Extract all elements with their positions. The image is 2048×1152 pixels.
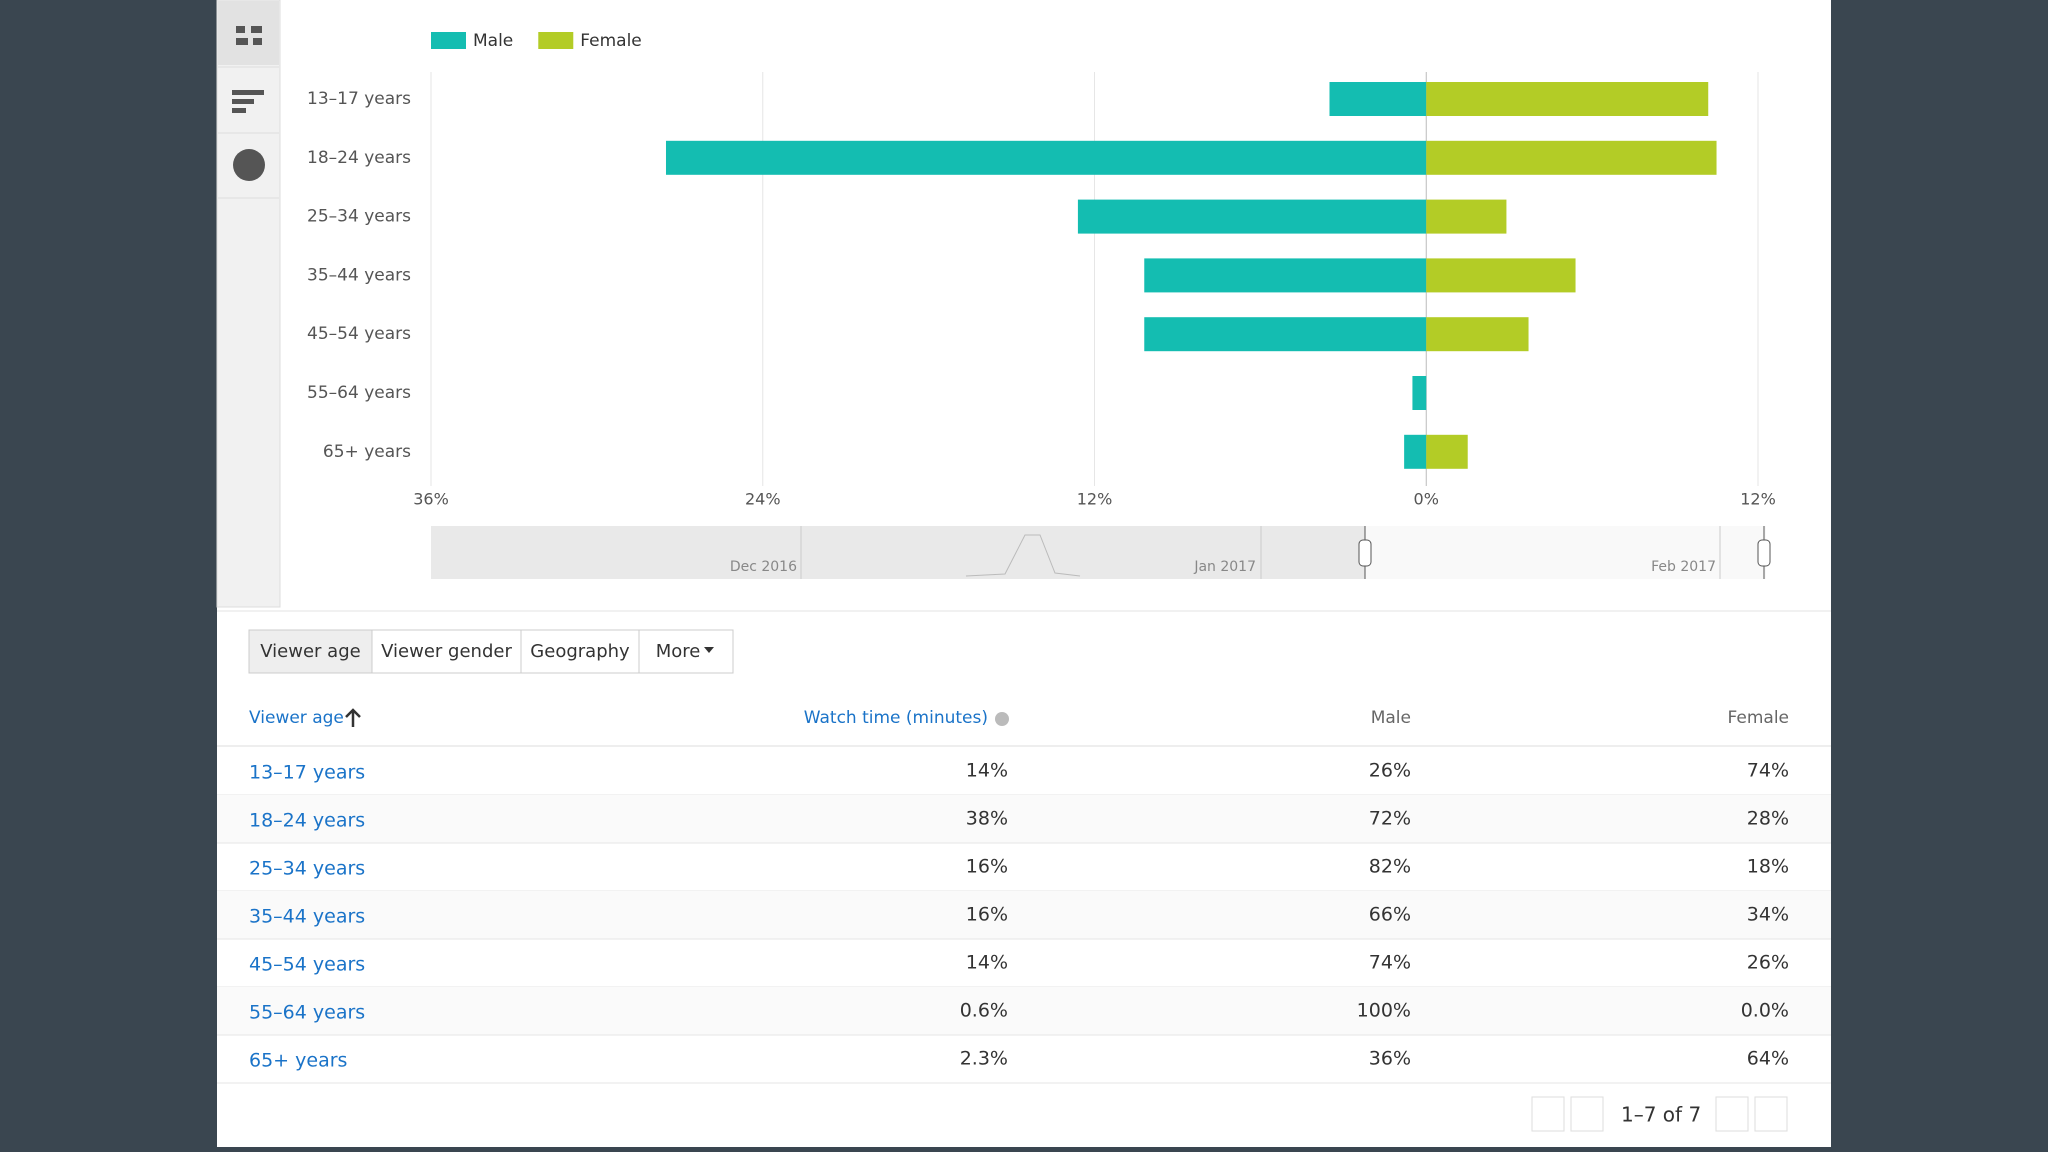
table-cell: 34% bbox=[1747, 904, 1789, 926]
x-tick-label: 36% bbox=[413, 490, 449, 509]
tab[interactable] bbox=[520, 629, 640, 674]
row-link[interactable]: 13–17 years bbox=[249, 762, 365, 784]
y-tick-label: 55–64 years bbox=[307, 383, 411, 403]
x-tick-label: 24% bbox=[745, 490, 781, 509]
table-cell: 16% bbox=[966, 856, 1008, 878]
bar bbox=[1426, 140, 1717, 175]
y-tick-label: 13–17 years bbox=[307, 89, 411, 109]
row-link[interactable]: 35–44 years bbox=[249, 906, 365, 928]
row-link[interactable]: 65+ years bbox=[249, 1050, 347, 1072]
table-cell: 0.0% bbox=[1741, 1000, 1789, 1022]
y-tick-label: 45–54 years bbox=[307, 324, 411, 344]
bar bbox=[1077, 199, 1427, 234]
table-cell: 26% bbox=[1369, 760, 1411, 782]
table-cell: 0.6% bbox=[960, 1000, 1008, 1022]
table-cell: 18% bbox=[1747, 856, 1789, 878]
help-icon bbox=[995, 712, 1009, 726]
y-tick-label: 35–44 years bbox=[307, 265, 411, 285]
table-cell: 28% bbox=[1747, 808, 1789, 830]
tab-label[interactable]: Geography bbox=[530, 641, 630, 662]
timeline-label: Dec 2016 bbox=[730, 559, 797, 575]
timeline-handles[interactable] bbox=[1358, 526, 1771, 579]
x-tick-label: 12% bbox=[1740, 490, 1776, 509]
legend-swatch bbox=[538, 32, 574, 49]
dropdown-arrow bbox=[704, 647, 714, 653]
legend-swatch bbox=[431, 32, 466, 49]
tab[interactable] bbox=[638, 629, 734, 674]
table-header[interactable]: Viewer age bbox=[249, 708, 344, 728]
table-cell: 36% bbox=[1369, 1048, 1411, 1070]
tab-label[interactable]: Viewer age bbox=[260, 641, 360, 662]
table-cell: 26% bbox=[1747, 952, 1789, 974]
y-tick-label: 25–34 years bbox=[307, 207, 411, 227]
bar bbox=[1426, 434, 1468, 469]
table-header: Male bbox=[1371, 708, 1411, 728]
timeline-label: Jan 2017 bbox=[1193, 559, 1256, 575]
table-cell: 38% bbox=[966, 808, 1008, 830]
timeline-selection bbox=[1365, 526, 1766, 579]
legend-label[interactable]: Female bbox=[580, 31, 641, 51]
table-cell: 72% bbox=[1369, 808, 1411, 830]
table-cell: 2.3% bbox=[960, 1048, 1008, 1070]
pagination: 1–7 of 7 bbox=[1621, 1103, 1701, 1127]
row-link[interactable]: 55–64 years bbox=[249, 1002, 365, 1024]
row-stripe bbox=[217, 795, 1831, 843]
y-tick-label: 18–24 years bbox=[307, 148, 411, 168]
table-header: Female bbox=[1728, 708, 1789, 728]
table-cell: 14% bbox=[966, 952, 1008, 974]
tab-label[interactable]: Viewer gender bbox=[381, 641, 512, 662]
row-stripe bbox=[217, 987, 1831, 1035]
timeline-label: Feb 2017 bbox=[1651, 559, 1716, 575]
bar bbox=[1426, 258, 1576, 293]
legend-label[interactable]: Male bbox=[473, 31, 513, 51]
row-stripe bbox=[217, 891, 1831, 939]
sidebar-icons[interactable] bbox=[218, 1, 279, 199]
tab[interactable] bbox=[371, 629, 522, 674]
row-link[interactable]: 18–24 years bbox=[249, 810, 365, 832]
y-tick-label: 65+ years bbox=[323, 442, 411, 462]
bar bbox=[665, 140, 1427, 175]
bar bbox=[1426, 317, 1529, 352]
row-link[interactable]: 45–54 years bbox=[249, 954, 365, 976]
table-header[interactable]: Watch time (minutes) bbox=[804, 708, 988, 728]
table-cell: 74% bbox=[1369, 952, 1411, 974]
table-cell: 16% bbox=[966, 904, 1008, 926]
table-cell: 66% bbox=[1369, 904, 1411, 926]
table-cell: 64% bbox=[1747, 1048, 1789, 1070]
pager-buttons[interactable] bbox=[1531, 1096, 1788, 1132]
tab[interactable] bbox=[248, 629, 373, 674]
bar bbox=[1412, 376, 1427, 410]
table-cell: 14% bbox=[966, 760, 1008, 782]
sparkline bbox=[965, 534, 1081, 577]
bar bbox=[1426, 199, 1507, 234]
bar bbox=[1404, 434, 1427, 469]
sort-arrow bbox=[345, 708, 361, 727]
x-tick-label: 12% bbox=[1077, 490, 1113, 509]
tab-label[interactable]: More bbox=[656, 641, 701, 662]
bar bbox=[1144, 258, 1427, 293]
bar bbox=[1426, 82, 1709, 116]
table-cell: 74% bbox=[1747, 760, 1789, 782]
table-cell: 82% bbox=[1369, 856, 1411, 878]
x-tick-label: 0% bbox=[1414, 490, 1439, 509]
table-cell: 100% bbox=[1357, 1000, 1411, 1022]
bar bbox=[1329, 82, 1427, 116]
row-link[interactable]: 25–34 years bbox=[249, 858, 365, 880]
bar bbox=[1144, 317, 1427, 352]
